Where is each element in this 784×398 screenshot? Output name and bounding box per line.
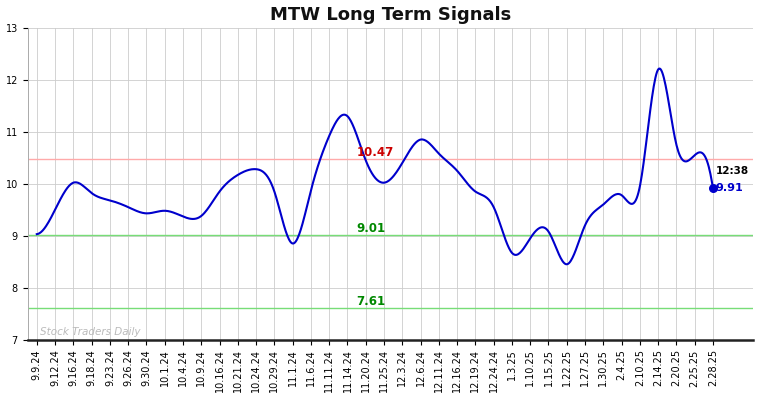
- Text: 10.47: 10.47: [357, 146, 394, 159]
- Text: 9.91: 9.91: [716, 183, 743, 193]
- Text: Stock Traders Daily: Stock Traders Daily: [41, 328, 141, 338]
- Point: [706, 185, 719, 191]
- Title: MTW Long Term Signals: MTW Long Term Signals: [270, 6, 511, 23]
- Text: 12:38: 12:38: [716, 166, 749, 176]
- Text: 9.01: 9.01: [357, 222, 386, 235]
- Text: 7.61: 7.61: [357, 295, 386, 308]
